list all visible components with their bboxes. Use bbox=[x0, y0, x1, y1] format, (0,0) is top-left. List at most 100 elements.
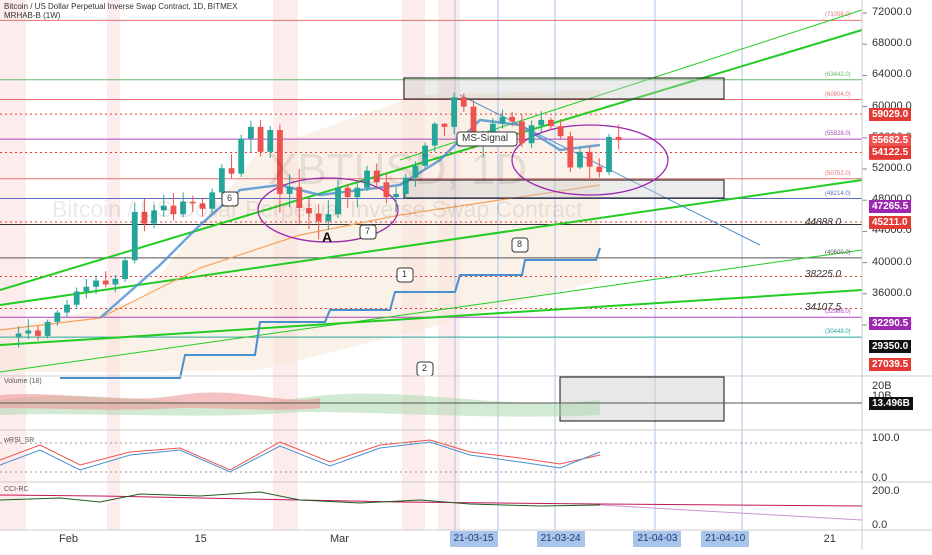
candle-body-45 bbox=[451, 97, 458, 127]
callout-label-0: 1 bbox=[402, 269, 408, 279]
purple-ellipse-left bbox=[257, 177, 399, 243]
volume-last-value: 13.496B bbox=[869, 397, 913, 410]
candle-body-38 bbox=[383, 182, 390, 198]
callout-box-3 bbox=[359, 224, 377, 240]
price-label-4: 45211.0 bbox=[869, 215, 911, 229]
candle-body-35 bbox=[354, 187, 361, 198]
wrsi-red-line bbox=[0, 439, 601, 471]
price-label-2: 54122.5 bbox=[869, 146, 912, 160]
level-small-label-0: (71056.0) bbox=[825, 12, 851, 19]
candle-body-12 bbox=[131, 211, 138, 261]
marker-a: A bbox=[322, 229, 333, 245]
chart-title: Bitcoin / US Dollar Perpetual Inverse Sw… bbox=[4, 2, 238, 11]
candle-body-16 bbox=[170, 205, 177, 215]
level-label-1: 38225.0 bbox=[805, 269, 842, 281]
x-tick-1: 15 bbox=[194, 533, 207, 545]
cci-magenta-line bbox=[0, 494, 863, 507]
range-band bbox=[0, 90, 600, 372]
x-tick-7: 21 bbox=[823, 533, 836, 545]
candle-body-32 bbox=[325, 214, 332, 222]
wrsi-tick-100: 100.0 bbox=[872, 432, 900, 444]
candle-body-52 bbox=[518, 121, 525, 144]
y-tick-5: 52000.0 bbox=[872, 162, 912, 174]
candle-body-43 bbox=[431, 123, 438, 146]
candle-body-31 bbox=[315, 213, 322, 222]
callout-label-4: 8 bbox=[517, 239, 523, 249]
price-label-5: 32290.5 bbox=[869, 316, 912, 330]
candle-body-15 bbox=[160, 205, 167, 211]
candle-body-0 bbox=[15, 333, 22, 337]
volume-pane-title: Volume (18) bbox=[4, 378, 42, 385]
candle-body-21 bbox=[218, 168, 225, 193]
x-tick-6: 21-04-10 bbox=[701, 531, 750, 547]
candle-body-14 bbox=[151, 210, 158, 224]
callout-label-3: 7 bbox=[365, 226, 371, 236]
level-label-2: 34107.5 bbox=[805, 301, 842, 313]
wrsi-blue-line bbox=[0, 441, 601, 473]
candle-body-49 bbox=[489, 123, 496, 134]
purple-ellipse-right bbox=[511, 124, 669, 196]
y-tick-0: 72000.0 bbox=[872, 6, 912, 18]
ms-signal-bubble bbox=[456, 131, 518, 147]
level-small-label-2: (60904.0) bbox=[825, 91, 851, 98]
trend-line-3 bbox=[0, 249, 863, 373]
candle-body-20 bbox=[209, 192, 216, 209]
cci-tick-0: 0.0 bbox=[872, 519, 888, 531]
candle-body-34 bbox=[344, 187, 351, 198]
cci-tick-200: 200.0 bbox=[872, 485, 900, 497]
candle-body-55 bbox=[548, 119, 554, 127]
candle-body-22 bbox=[228, 168, 235, 174]
candle-body-11 bbox=[122, 260, 128, 279]
callout-box-0 bbox=[396, 267, 414, 283]
candle-body-23 bbox=[238, 138, 245, 174]
callout-box-2 bbox=[221, 191, 239, 207]
callout-box-4 bbox=[511, 237, 529, 253]
callout-label-2: 6 bbox=[227, 193, 233, 203]
highlight-band-0 bbox=[0, 0, 26, 530]
x-tick-3: 21-03-15 bbox=[449, 531, 498, 547]
candle-body-47 bbox=[470, 106, 477, 141]
watermark-name: Bitcoin / US Dollar Perpetual Inverse Sw… bbox=[52, 196, 583, 222]
candle-body-58 bbox=[577, 151, 583, 168]
candle-body-59 bbox=[586, 151, 593, 167]
x-tick-5: 21-04-03 bbox=[633, 531, 682, 547]
watermark-symbol: XBTUSD, 1D bbox=[268, 145, 528, 194]
candle-body-30 bbox=[306, 208, 312, 214]
candle-body-50 bbox=[499, 116, 506, 124]
y-tick-9: 36000.0 bbox=[872, 286, 912, 299]
wrsi-pane-title: wRSI_SR bbox=[4, 437, 35, 444]
candle-body-7 bbox=[83, 286, 90, 292]
level-label-0: 44888.0 bbox=[805, 217, 842, 229]
level-small-label-5: (48214.0) bbox=[825, 190, 851, 197]
candle-body-1 bbox=[25, 330, 32, 334]
level-small-label-8: (30448.0) bbox=[825, 329, 851, 336]
level-small-label-1: (63442.0) bbox=[825, 71, 851, 78]
candle-body-39 bbox=[393, 193, 399, 198]
candle-body-4 bbox=[54, 312, 61, 322]
candle-body-2 bbox=[35, 330, 41, 336]
candle-body-10 bbox=[112, 278, 119, 285]
y-tick-1: 68000.0 bbox=[872, 37, 912, 50]
level-small-label-4: (50752.0) bbox=[825, 170, 851, 177]
candle-body-62 bbox=[615, 137, 622, 141]
cci-green-line bbox=[0, 491, 601, 507]
level-small-label-3: (55828.0) bbox=[825, 131, 851, 138]
trend-line-0 bbox=[0, 29, 863, 291]
price-label-3: 47265.5 bbox=[869, 199, 912, 213]
candle-body-51 bbox=[509, 116, 516, 122]
indicator-title: MRHAB-B (1W) bbox=[4, 11, 61, 20]
ms-signal-label: MS-Signal bbox=[462, 133, 509, 144]
candle-body-57 bbox=[567, 136, 574, 168]
candle-body-25 bbox=[257, 126, 264, 152]
trend-line-1 bbox=[0, 179, 863, 306]
candle-body-54 bbox=[538, 119, 545, 126]
candle-body-36 bbox=[364, 170, 370, 188]
candle-body-44 bbox=[441, 123, 448, 127]
cci-projection-line bbox=[599, 504, 863, 521]
candle-body-37 bbox=[373, 170, 380, 183]
candle-body-53 bbox=[528, 125, 535, 144]
candle-body-26 bbox=[267, 130, 274, 152]
price-label-1: 55682.5 bbox=[869, 134, 912, 148]
